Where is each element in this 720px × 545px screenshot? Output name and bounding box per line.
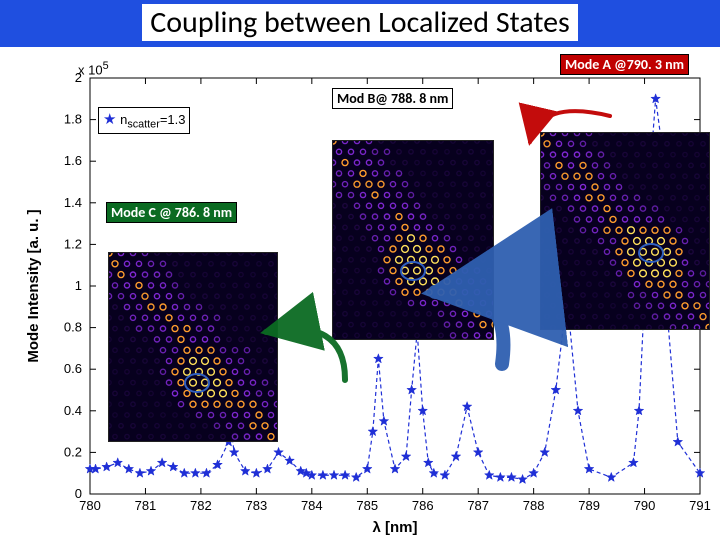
svg-text:0.2: 0.2: [64, 444, 82, 459]
svg-text:782: 782: [190, 498, 212, 513]
svg-text:781: 781: [135, 498, 157, 513]
chart-area: 780 781 782 783 784 785 786 787 788 789 790 791 0 0.2…: [0, 42, 720, 540]
svg-text:0.6: 0.6: [64, 361, 82, 376]
svg-text:0.8: 0.8: [64, 320, 82, 335]
svg-text:783: 783: [246, 498, 268, 513]
svg-text:785: 785: [356, 498, 378, 513]
svg-text:784: 784: [301, 498, 323, 513]
svg-text:Mode Intensity [a. u. ]: Mode Intensity [a. u. ]: [25, 209, 42, 362]
inset-c-label: Mode C @ 786. 8 nm: [106, 202, 237, 223]
svg-text:789: 789: [578, 498, 600, 513]
legend-star-icon: ★: [103, 111, 116, 128]
legend-box: ★ nscatter=1.3: [98, 107, 190, 134]
svg-text:791: 791: [689, 498, 711, 513]
svg-text:787: 787: [467, 498, 489, 513]
inset-a-label: Mode A @790. 3 nm: [560, 54, 689, 75]
svg-text:1: 1: [75, 278, 82, 293]
page-title: Coupling between Localized States: [142, 4, 578, 41]
inset-c-image: [108, 252, 278, 442]
inset-b-image: [332, 140, 494, 340]
svg-text:790: 790: [634, 498, 656, 513]
inset-b-label: Mod B@ 788. 8 nm: [332, 88, 453, 109]
svg-text:788: 788: [523, 498, 545, 513]
svg-text:0.4: 0.4: [64, 403, 82, 418]
svg-text:0: 0: [75, 486, 82, 501]
svg-text:1.2: 1.2: [64, 236, 82, 251]
svg-text:786: 786: [412, 498, 434, 513]
svg-text:1.6: 1.6: [64, 153, 82, 168]
svg-text:1.8: 1.8: [64, 112, 82, 127]
svg-text:λ [nm]: λ [nm]: [373, 519, 418, 536]
title-bar: Coupling between Localized States: [0, 0, 720, 47]
y-scale-exponent: x 105: [78, 60, 109, 77]
legend-text: nscatter=1.3: [120, 112, 185, 127]
inset-a-image: [540, 132, 710, 330]
svg-text:1.4: 1.4: [64, 195, 82, 210]
svg-text:780: 780: [79, 498, 101, 513]
